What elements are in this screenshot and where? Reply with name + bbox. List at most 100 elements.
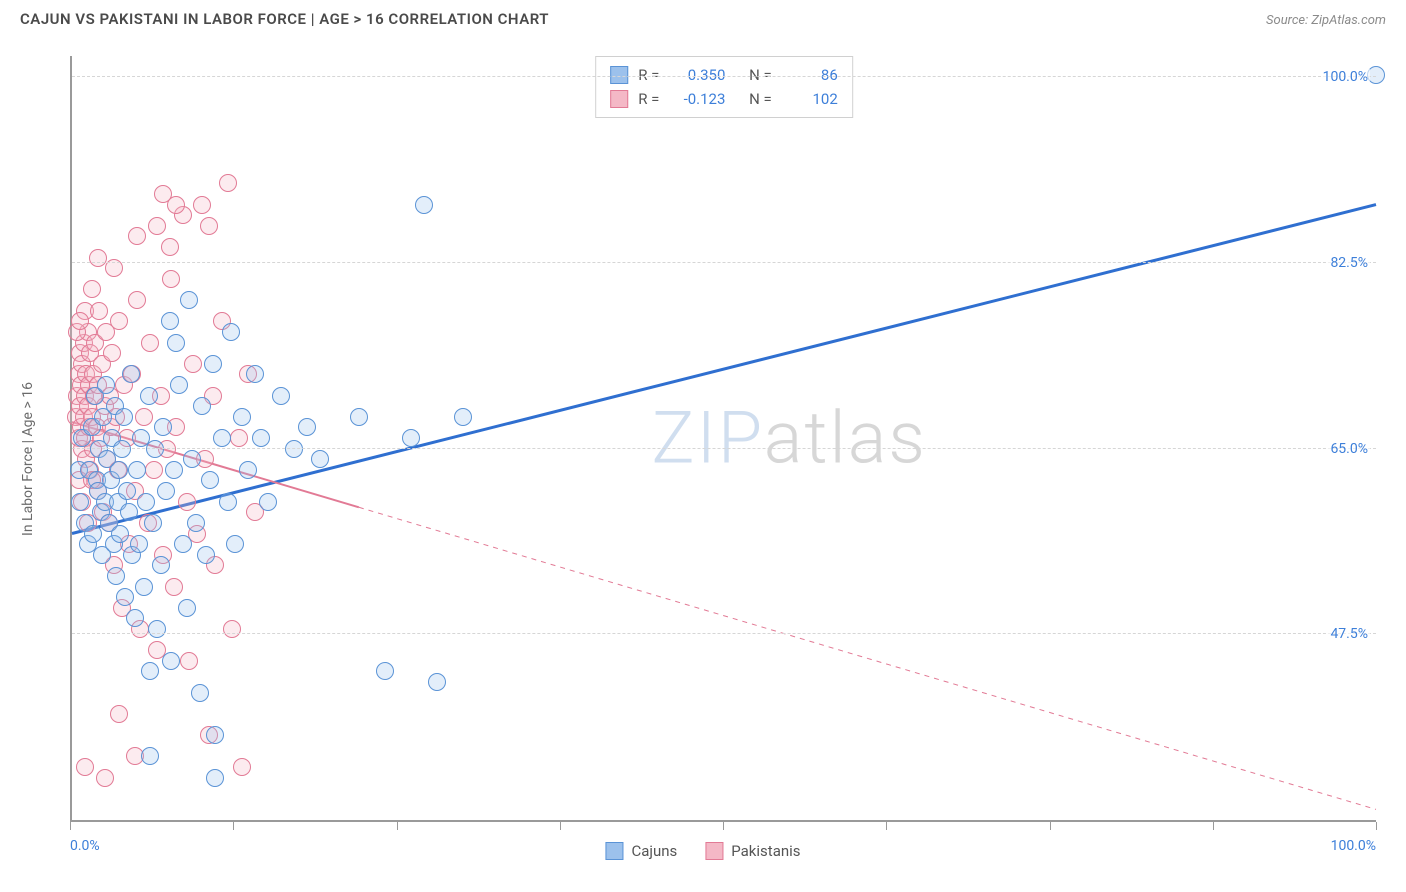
x-tick (70, 822, 71, 830)
gridline-h (72, 76, 1376, 77)
scatter-point (89, 249, 107, 267)
scatter-point (201, 471, 219, 489)
scatter-point (140, 387, 158, 405)
scatter-point (122, 365, 140, 383)
x-tick (397, 822, 398, 830)
scatter-point (97, 376, 115, 394)
stats-legend: R = 0.350 N = 86 R = -0.123 N = 102 (595, 56, 853, 118)
stats-N-value-1: 102 (782, 87, 838, 111)
scatter-point (96, 769, 114, 787)
scatter-point (71, 312, 89, 330)
series-name-1: Pakistanis (731, 842, 800, 860)
scatter-point (239, 461, 257, 479)
scatter-point (223, 620, 241, 638)
series-legend-item-0: Cajuns (605, 842, 677, 860)
scatter-point (428, 673, 446, 691)
source-label: Source: ZipAtlas.com (1266, 13, 1386, 28)
scatter-point (165, 578, 183, 596)
scatter-point (206, 769, 224, 787)
scatter-point (233, 408, 251, 426)
scatter-point (161, 238, 179, 256)
scatter-point (141, 747, 159, 765)
scatter-point (233, 758, 251, 776)
x-axis-label-min: 0.0% (70, 838, 100, 854)
scatter-point (157, 482, 175, 500)
series-legend: Cajuns Pakistanis (605, 842, 800, 860)
scatter-point (141, 334, 159, 352)
scatter-point (146, 440, 164, 458)
scatter-point (71, 493, 89, 511)
x-tick (1213, 822, 1214, 830)
gridline-h (72, 633, 1376, 634)
scatter-point (219, 493, 237, 511)
scatter-point (415, 196, 433, 214)
x-tick (886, 822, 887, 830)
stats-N-label-0: N = (749, 63, 772, 87)
scatter-point (191, 684, 209, 702)
plot-area: ZIPatlas R = 0.350 N = 86 R = -0.123 N =… (70, 56, 1376, 822)
scatter-point (298, 418, 316, 436)
scatter-point (230, 429, 248, 447)
gridline-h (72, 262, 1376, 263)
y-tick-label: 100.0% (1321, 69, 1370, 85)
scatter-point (376, 662, 394, 680)
stats-R-label-1: R = (638, 87, 659, 111)
scatter-point (165, 461, 183, 479)
scatter-point (148, 217, 166, 235)
scatter-point (162, 652, 180, 670)
series-name-0: Cajuns (631, 842, 677, 860)
scatter-point (213, 429, 231, 447)
stats-legend-row-1: R = -0.123 N = 102 (610, 87, 838, 111)
x-tick (560, 822, 561, 830)
scatter-point (141, 662, 159, 680)
scatter-point (206, 726, 224, 744)
scatter-point (111, 525, 129, 543)
scatter-point (178, 493, 196, 511)
scatter-point (83, 280, 101, 298)
scatter-point (135, 578, 153, 596)
scatter-point (161, 312, 179, 330)
scatter-point (107, 567, 125, 585)
scatter-point (128, 291, 146, 309)
scatter-point (110, 461, 128, 479)
stats-N-label-1: N = (749, 87, 772, 111)
scatter-point (135, 408, 153, 426)
scatter-point (162, 270, 180, 288)
y-tick-label: 82.5% (1328, 255, 1370, 271)
scatter-point (90, 302, 108, 320)
x-tick (1050, 822, 1051, 830)
scatter-point (130, 535, 148, 553)
x-axis-label-max: 100.0% (1331, 838, 1376, 854)
scatter-point (204, 355, 222, 373)
scatter-point (350, 408, 368, 426)
scatter-point (120, 503, 138, 521)
scatter-point (148, 620, 166, 638)
stats-R-value-1: -0.123 (669, 87, 725, 111)
scatter-point (200, 217, 218, 235)
scatter-point (76, 758, 94, 776)
scatter-point (197, 546, 215, 564)
scatter-point (272, 387, 290, 405)
chart-container: In Labor Force | Age > 16 ZIPatlas R = 0… (20, 46, 1386, 872)
scatter-point (103, 344, 121, 362)
scatter-point (128, 227, 146, 245)
scatter-point (402, 429, 420, 447)
scatter-point (219, 174, 237, 192)
scatter-point (167, 196, 185, 214)
scatter-point (226, 535, 244, 553)
scatter-point (113, 440, 131, 458)
scatter-point (84, 525, 102, 543)
scatter-point (454, 408, 472, 426)
scatter-point (193, 196, 211, 214)
x-ticks (70, 822, 1376, 832)
stats-swatch-1 (610, 90, 628, 108)
scatter-point (193, 397, 211, 415)
scatter-point (137, 493, 155, 511)
scatter-point (118, 482, 136, 500)
scatter-point (170, 376, 188, 394)
scatter-point (180, 652, 198, 670)
scatter-point (152, 556, 170, 574)
stats-N-value-0: 86 (782, 63, 838, 87)
scatter-point (167, 334, 185, 352)
scatter-point (259, 493, 277, 511)
